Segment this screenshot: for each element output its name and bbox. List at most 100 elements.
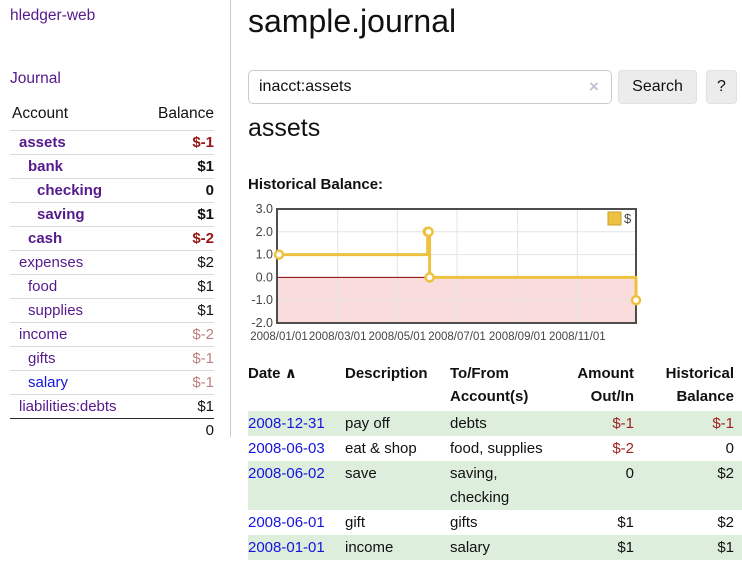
legend-swatch	[607, 211, 622, 226]
y-axis-tick-label: 1.0	[256, 248, 273, 262]
register-header-balance: Historical Balance	[665, 365, 734, 405]
account-row: bank $1	[10, 154, 214, 179]
x-axis-tick-label: 2008/07/01	[428, 331, 486, 343]
account-row: cash $-2	[10, 226, 214, 251]
legend-label: $	[624, 211, 632, 226]
transaction-accounts: salary	[450, 538, 491, 556]
x-axis-tick-label: 2008/03/01	[309, 331, 367, 343]
account-row: liabilities:debts $1	[10, 394, 214, 419]
account-link-income[interactable]: income	[19, 326, 68, 343]
transaction-date-link[interactable]: 2008-06-03	[248, 439, 325, 457]
account-balance: $-2	[142, 226, 214, 251]
account-balance: $1	[142, 394, 214, 419]
x-axis-tick-label: 2008/11/01	[549, 331, 606, 343]
register-header-accounts: To/From Account(s)	[450, 365, 529, 405]
account-row: gifts $-1	[10, 346, 214, 371]
register-header-amount: Amount Out/In	[577, 365, 634, 405]
account-row: income $-2	[10, 322, 214, 347]
accounts-header-balance: Balance	[157, 105, 214, 122]
transaction-row: 2008-06-01 gift gifts $1 $2	[248, 510, 742, 535]
transaction-balance: $1	[717, 538, 734, 556]
account-link-gifts[interactable]: gifts	[28, 350, 56, 367]
accounts-tree-table: Account Balance assets $-1 bank $1 checking 0…	[10, 101, 214, 442]
y-axis-tick-label: 2.0	[256, 225, 273, 239]
search-form: × Search ?	[248, 70, 742, 104]
y-axis-tick-label: 0.0	[256, 270, 273, 284]
transaction-description: eat & shop	[345, 439, 417, 457]
account-link-expenses[interactable]: expenses	[19, 254, 84, 271]
search-input[interactable]	[248, 70, 612, 104]
account-link-assets[interactable]: assets	[19, 134, 66, 151]
transaction-date-link[interactable]: 2008-12-31	[248, 414, 325, 432]
account-link-saving[interactable]: saving	[37, 206, 85, 223]
transaction-amount: $1	[617, 513, 634, 531]
data-point-marker	[423, 226, 434, 238]
account-balance: $1	[142, 274, 214, 299]
accounts-header-row: Account Balance	[10, 101, 214, 131]
account-balance: $-1	[142, 346, 214, 371]
y-axis-tick-label: -2.0	[251, 316, 273, 330]
transaction-row: 2008-12-31 pay off debts $-1 $-1	[248, 411, 742, 436]
search-button[interactable]: Search	[618, 70, 697, 104]
account-row: assets $-1	[10, 130, 214, 155]
y-axis-tick-label: -1.0	[251, 293, 273, 307]
x-axis-tick-label: 2008/05/01	[369, 331, 427, 343]
account-link-food[interactable]: food	[28, 278, 58, 295]
clear-search-icon[interactable]: ×	[589, 77, 599, 96]
chart-title: Historical Balance:	[248, 176, 384, 193]
transaction-row: 2008-06-03 eat & shop food, supplies $-2 0	[248, 436, 742, 461]
transaction-accounts: food, supplies	[450, 439, 543, 457]
account-link-salary[interactable]: salary	[28, 374, 69, 391]
account-row: supplies $1	[10, 298, 214, 323]
x-axis-tick-label: 2008/09/01	[489, 331, 547, 343]
account-balance: $-2	[142, 322, 214, 347]
transaction-date-link[interactable]: 2008-06-01	[248, 513, 325, 531]
transaction-accounts: debts	[450, 414, 487, 432]
account-row: checking 0	[10, 178, 214, 203]
account-row: salary $-1	[10, 370, 214, 395]
account-balance: $-1	[142, 370, 214, 395]
transaction-date-link[interactable]: 2008-06-02	[248, 464, 325, 482]
transaction-accounts: gifts	[450, 513, 478, 531]
sidebar-divider	[230, 0, 231, 437]
account-row: expenses $2	[10, 250, 214, 275]
data-point-marker	[630, 294, 642, 306]
transaction-balance: $-1	[712, 414, 734, 432]
transaction-row: 2008-01-01 income salary $1 $1	[248, 535, 742, 560]
transaction-description: pay off	[345, 414, 390, 432]
account-link-bank[interactable]: bank	[28, 158, 64, 175]
plot-border	[276, 208, 637, 324]
transaction-row: 2008-06-02 save saving, checking 0 $2	[248, 461, 742, 510]
y-axis-tick-label: 3.0	[256, 202, 273, 216]
account-balance: $1	[142, 154, 214, 179]
transaction-description: gift	[345, 513, 366, 531]
account-row: food $1	[10, 274, 214, 299]
transaction-amount: 0	[625, 464, 634, 482]
sidebar: hledger-web Journal Account Balance asse…	[0, 0, 231, 442]
data-point-marker	[273, 249, 285, 260]
account-link-cash[interactable]: cash	[28, 230, 63, 247]
transaction-balance: 0	[725, 439, 734, 457]
account-link-liabilities-debts[interactable]: liabilities:debts	[19, 398, 117, 415]
main-content: sample.journal × Search ? assets Histori…	[248, 0, 742, 582]
account-link-supplies[interactable]: supplies	[28, 302, 84, 319]
accounts-header-account: Account	[12, 105, 69, 122]
sidebar-item-journal[interactable]: Journal	[10, 70, 61, 87]
account-balance: $2	[142, 250, 214, 275]
app-brand-link[interactable]: hledger-web	[10, 7, 96, 24]
sort-ascending-icon: ∧	[284, 365, 297, 382]
account-row: saving $1	[10, 202, 214, 227]
account-link-checking[interactable]: checking	[37, 182, 103, 199]
transaction-description: save	[345, 464, 377, 482]
transaction-balance: $2	[717, 513, 734, 531]
account-balance: 0	[142, 178, 214, 203]
x-axis-tick-label: 2008/01/01	[250, 331, 308, 343]
search-help-button[interactable]: ?	[706, 70, 737, 104]
transaction-balance: $2	[717, 464, 734, 482]
register-header-row: Date ∧ Description To/From Account(s) Amoun…	[248, 362, 742, 411]
transaction-date-link[interactable]: 2008-01-01	[248, 538, 325, 556]
register-header-date[interactable]: Date ∧	[248, 365, 297, 382]
data-point-marker	[424, 272, 435, 283]
account-balance: $-1	[142, 130, 214, 155]
